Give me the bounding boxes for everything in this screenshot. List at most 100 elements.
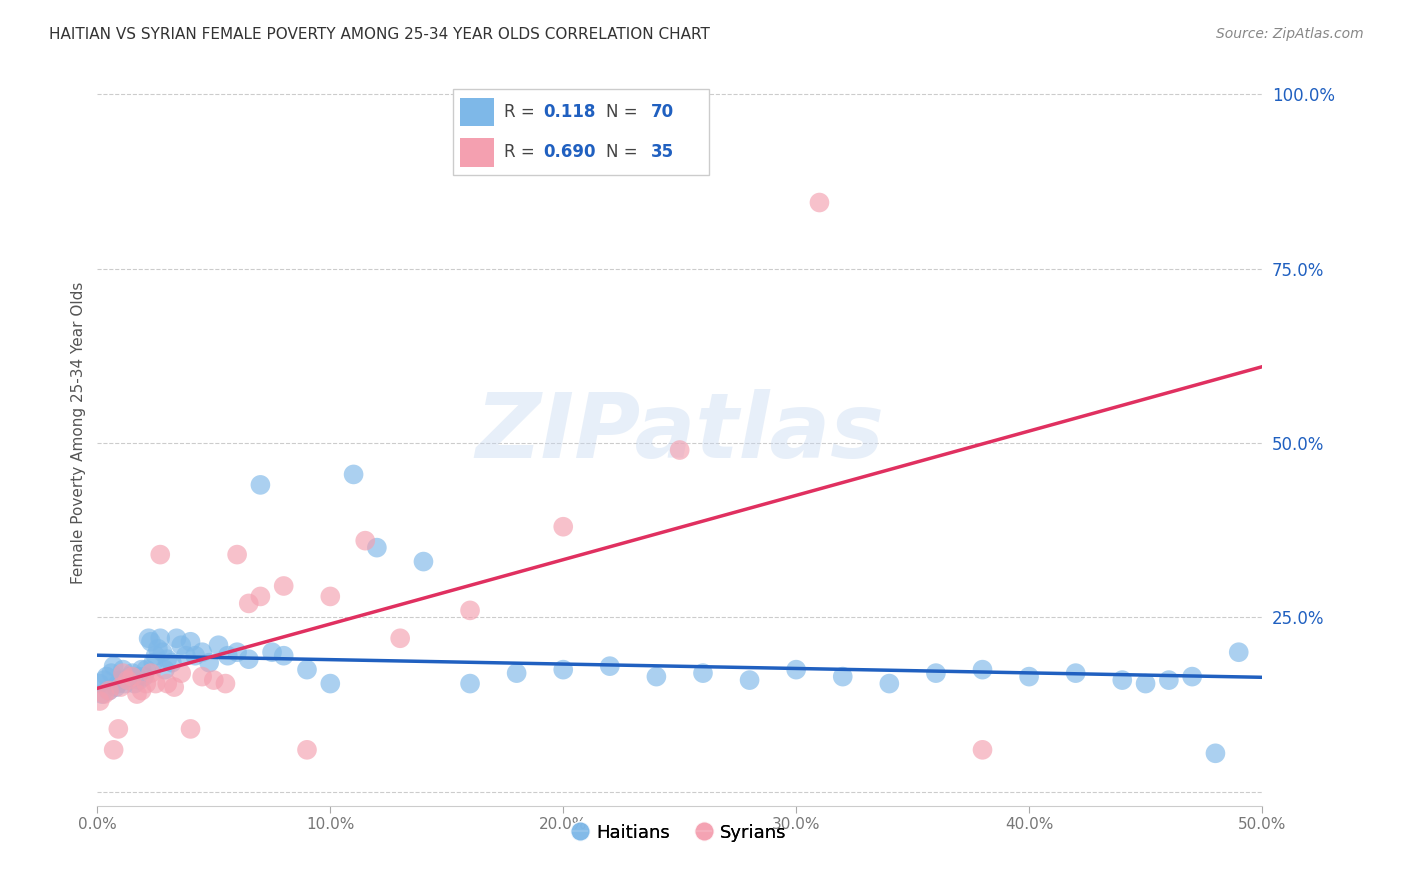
Point bbox=[91, 687, 114, 701]
Point bbox=[138, 632, 160, 646]
Point bbox=[668, 443, 690, 458]
Point bbox=[111, 666, 134, 681]
Point bbox=[342, 467, 364, 482]
Point bbox=[107, 676, 129, 690]
Point bbox=[879, 676, 901, 690]
Point bbox=[104, 680, 127, 694]
Y-axis label: Female Poverty Among 25-34 Year Olds: Female Poverty Among 25-34 Year Olds bbox=[72, 281, 86, 583]
Point bbox=[117, 673, 139, 687]
Point bbox=[553, 519, 575, 533]
Point bbox=[139, 634, 162, 648]
Point bbox=[319, 676, 342, 690]
Point bbox=[124, 676, 146, 690]
Point bbox=[785, 663, 807, 677]
Point bbox=[207, 638, 229, 652]
Point bbox=[170, 638, 193, 652]
Point bbox=[174, 648, 197, 663]
Point bbox=[93, 673, 115, 687]
Point bbox=[389, 632, 412, 646]
Point bbox=[98, 683, 121, 698]
Point bbox=[1064, 666, 1087, 681]
Point bbox=[226, 548, 249, 562]
Point bbox=[249, 590, 271, 604]
Point bbox=[103, 659, 125, 673]
Point bbox=[273, 579, 295, 593]
Point bbox=[202, 673, 225, 687]
Point bbox=[553, 663, 575, 677]
Point bbox=[319, 590, 342, 604]
Point bbox=[191, 645, 214, 659]
Point bbox=[128, 673, 150, 687]
Point bbox=[180, 722, 202, 736]
Point bbox=[149, 632, 172, 646]
Point bbox=[972, 743, 994, 757]
Point bbox=[295, 663, 318, 677]
Point bbox=[599, 659, 621, 673]
Point bbox=[118, 670, 141, 684]
Point bbox=[149, 548, 172, 562]
Point bbox=[238, 596, 260, 610]
Point bbox=[166, 632, 188, 646]
Text: ZIPatlas: ZIPatlas bbox=[475, 389, 884, 476]
Point bbox=[110, 673, 132, 687]
Point bbox=[738, 673, 761, 687]
Point bbox=[1204, 747, 1226, 761]
Point bbox=[831, 670, 853, 684]
Text: Source: ZipAtlas.com: Source: ZipAtlas.com bbox=[1216, 27, 1364, 41]
Point bbox=[142, 656, 165, 670]
Point bbox=[160, 656, 183, 670]
Point bbox=[163, 680, 186, 694]
Point bbox=[273, 648, 295, 663]
Point bbox=[972, 663, 994, 677]
Point bbox=[89, 676, 111, 690]
Point bbox=[146, 641, 169, 656]
Point bbox=[125, 687, 148, 701]
Point bbox=[295, 743, 318, 757]
Point bbox=[214, 676, 236, 690]
Point bbox=[156, 676, 179, 690]
Point bbox=[117, 673, 139, 687]
Text: HAITIAN VS SYRIAN FEMALE POVERTY AMONG 25-34 YEAR OLDS CORRELATION CHART: HAITIAN VS SYRIAN FEMALE POVERTY AMONG 2… bbox=[49, 27, 710, 42]
Point bbox=[458, 603, 481, 617]
Legend: Haitians, Syrians: Haitians, Syrians bbox=[565, 816, 794, 849]
Point bbox=[110, 680, 132, 694]
Point bbox=[366, 541, 388, 555]
Point bbox=[131, 683, 153, 698]
Point bbox=[692, 666, 714, 681]
Point bbox=[808, 195, 831, 210]
Point bbox=[645, 670, 668, 684]
Point bbox=[1181, 670, 1204, 684]
Point bbox=[249, 478, 271, 492]
Point bbox=[98, 683, 121, 698]
Point bbox=[170, 666, 193, 681]
Point bbox=[156, 652, 179, 666]
Point bbox=[1111, 673, 1133, 687]
Point bbox=[180, 634, 202, 648]
Point bbox=[226, 645, 249, 659]
Point bbox=[125, 670, 148, 684]
Point bbox=[354, 533, 377, 548]
Point bbox=[458, 676, 481, 690]
Point bbox=[505, 666, 527, 681]
Point bbox=[132, 670, 155, 684]
Point bbox=[145, 648, 167, 663]
Point bbox=[238, 652, 260, 666]
Point bbox=[100, 666, 122, 681]
Point bbox=[93, 687, 115, 701]
Point bbox=[1157, 673, 1180, 687]
Point bbox=[1018, 670, 1040, 684]
Point bbox=[152, 645, 174, 659]
Point bbox=[135, 676, 157, 690]
Point bbox=[1135, 676, 1157, 690]
Point bbox=[260, 645, 283, 659]
Point bbox=[153, 663, 176, 677]
Point bbox=[103, 743, 125, 757]
Point bbox=[1227, 645, 1250, 659]
Point bbox=[96, 670, 118, 684]
Point bbox=[191, 670, 214, 684]
Point bbox=[145, 676, 167, 690]
Point bbox=[89, 694, 111, 708]
Point bbox=[184, 648, 207, 663]
Point bbox=[114, 676, 136, 690]
Point bbox=[121, 670, 143, 684]
